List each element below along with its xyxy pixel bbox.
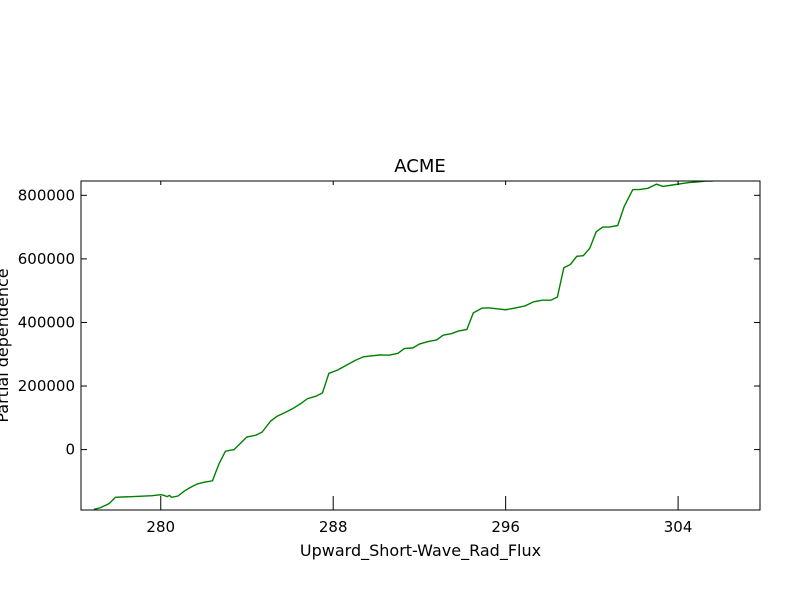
y-axis-label: Partial dependence xyxy=(0,268,12,422)
plot-area: 280 288 296 304 0 200000 400000 600000 800000 xyxy=(18,180,761,536)
x-tick-label: 296 xyxy=(491,518,520,536)
x-tick-label: 304 xyxy=(664,518,693,536)
plot-frame xyxy=(80,180,761,511)
y-axis-label-group: Partial dependence xyxy=(0,268,12,422)
x-axis-ticks: 280 288 296 304 xyxy=(146,181,692,536)
y-tick-label: 200000 xyxy=(18,377,75,395)
y-tick-label: 800000 xyxy=(18,186,75,204)
y-tick-label: 600000 xyxy=(18,250,75,268)
data-series-line xyxy=(93,181,713,510)
y-axis-ticks: 0 200000 400000 600000 800000 xyxy=(18,186,760,459)
y-tick-label: 400000 xyxy=(18,313,75,331)
x-axis-label: Upward_Short-Wave_Rad_Flux xyxy=(300,541,541,561)
x-tick-label: 288 xyxy=(319,518,348,536)
chart-title: ACME xyxy=(394,156,445,177)
x-tick-label: 280 xyxy=(146,518,175,536)
y-tick-label: 0 xyxy=(65,441,75,459)
